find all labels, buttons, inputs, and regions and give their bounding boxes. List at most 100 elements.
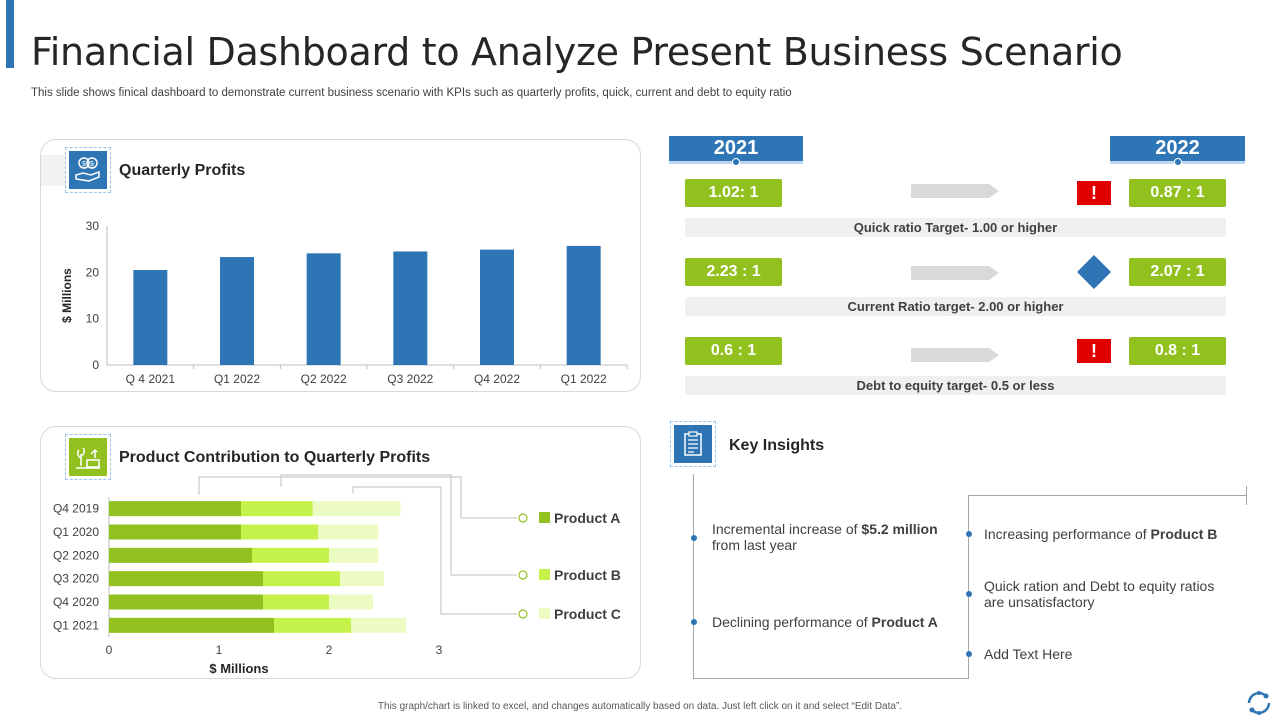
- y-tick-label: Q2 2020: [53, 548, 99, 562]
- year-2021-label: 2021: [713, 137, 759, 159]
- legend-leader-line: [198, 476, 517, 519]
- contribution-bar-segment: [340, 571, 384, 587]
- profit-bar: [566, 245, 601, 365]
- y-tick-label: Q3 2020: [53, 572, 99, 586]
- legend-marker-circle: [518, 609, 528, 619]
- contribution-bar-segment: [263, 594, 329, 610]
- exclamation-icon: !: [1077, 181, 1111, 205]
- legend-marker-circle: [518, 513, 528, 523]
- insight-bullet: [691, 535, 697, 541]
- legend-label: Product B: [554, 567, 621, 583]
- product-contribution-chart: Q4 2019 Q1 2020 Q2 2020 Q3 2020 Q4 2020 Q1 20…: [53, 474, 621, 676]
- contribution-bar-segment: [109, 594, 263, 610]
- year-dot: [732, 158, 740, 166]
- profit-bar: [133, 270, 168, 365]
- contribution-bar-segment: [318, 524, 379, 540]
- quarterly-profits-title: Quarterly Profits: [119, 162, 246, 179]
- current-ratio-2022: 2.07 : 1: [1129, 258, 1226, 286]
- legend-swatch: [539, 512, 550, 523]
- quarterly-profits-panel: $ $ Quarterly Profits 0 10 20 30 $ Millions Q…: [40, 139, 641, 392]
- legend-label: Product A: [554, 510, 620, 526]
- quick-ratio-2022: 0.87 : 1: [1129, 179, 1226, 207]
- page-title: Financial Dashboard to Analyze Present B…: [31, 30, 1123, 74]
- insights-end-tick: [1246, 486, 1247, 505]
- x-tick-label: 3: [436, 643, 443, 657]
- contribution-bar-segment: [252, 547, 329, 563]
- insight-bullet: [691, 619, 697, 625]
- insight-bullet: [966, 651, 972, 657]
- y-axis-label: $ Millions: [60, 268, 74, 323]
- plant-growth-icon: [65, 434, 111, 480]
- insights-top-line: [968, 495, 1246, 496]
- arrow-right-icon: [911, 348, 999, 362]
- quarterly-profits-chart: 0 10 20 30 $ Millions Q 4 2021 Q1 2022 Q2 2022 Q…: [60, 219, 628, 386]
- insight-ratios: Quick ration and Debt to equity ratios a…: [984, 578, 1215, 610]
- y-tick-label: Q4 2020: [53, 595, 99, 609]
- contribution-bar-segment: [241, 501, 313, 517]
- product-contribution-panel: Product Contribution to Quarterly Profit…: [40, 426, 641, 679]
- x-tick-label: Q4 2022: [474, 372, 520, 386]
- x-axis-label: $ Millions: [209, 661, 268, 676]
- legend-swatch: [539, 608, 550, 619]
- y-tick-label: 20: [86, 265, 100, 279]
- x-tick-label: 2: [326, 643, 333, 657]
- page-subtitle: This slide shows finical dashboard to de…: [31, 87, 792, 99]
- contribution-bar-segment: [312, 501, 401, 517]
- contribution-bar-segment: [109, 501, 241, 517]
- year-dot: [1173, 158, 1182, 166]
- legend-swatch: [539, 569, 550, 580]
- arrow-right-icon: [911, 184, 999, 198]
- profit-bar: [393, 251, 428, 365]
- x-tick-label: 0: [106, 643, 113, 657]
- exclamation-icon: !: [1077, 339, 1111, 363]
- contribution-bar-segment: [109, 617, 274, 633]
- y-tick-label: 30: [86, 219, 100, 233]
- year-2022-label: 2022: [1155, 137, 1200, 159]
- product-contribution-title: Product Contribution to Quarterly Profit…: [119, 449, 431, 466]
- insights-bottom-line: [693, 678, 969, 679]
- contribution-bar-segment: [274, 617, 351, 633]
- insight-product-a: Declining performance of Product A: [712, 614, 938, 630]
- debt-equity-2021: 0.6 : 1: [685, 337, 782, 365]
- x-tick-label: 1: [216, 643, 223, 657]
- debt-equity-2022: 0.8 : 1: [1129, 337, 1226, 365]
- x-tick-label: Q 4 2021: [126, 372, 176, 386]
- insight-placeholder: Add Text Here: [984, 646, 1073, 662]
- key-insights-title: Key Insights: [729, 437, 825, 454]
- diamond-icon: [1077, 255, 1111, 289]
- legend-leader-line: [280, 474, 517, 576]
- contribution-bar-segment: [329, 594, 373, 610]
- clipboard-icon: [670, 421, 716, 467]
- y-tick-label: Q1 2021: [53, 618, 99, 632]
- contribution-bar-segment: [351, 617, 406, 633]
- refresh-icon[interactable]: [1242, 686, 1276, 720]
- insight-bullet: [966, 591, 972, 597]
- contribution-bar-segment: [263, 571, 340, 587]
- contribution-bar-segment: [109, 524, 241, 540]
- money-hand-icon: $ $: [65, 147, 111, 193]
- x-tick-label: Q2 2022: [301, 372, 347, 386]
- y-tick-label: 0: [92, 358, 99, 372]
- insight-increase: Incremental increase of $5.2 million fro…: [712, 521, 938, 553]
- contribution-bar-segment: [241, 524, 318, 540]
- legend-leader-line: [352, 486, 517, 615]
- insights-left-vline: [693, 474, 694, 678]
- year-tab-2021: 2021: [669, 136, 803, 166]
- current-ratio-2021: 2.23 : 1: [685, 258, 782, 286]
- legend-label: Product C: [554, 606, 621, 622]
- contribution-bar-segment: [109, 571, 263, 587]
- contribution-bar-segment: [109, 547, 252, 563]
- contribution-bar-segment: [329, 547, 379, 563]
- current-ratio-target: Current Ratio target- 2.00 or higher: [685, 297, 1226, 316]
- svg-text:$: $: [82, 161, 86, 168]
- title-accent-bar: [6, 0, 14, 68]
- quick-ratio-2021: 1.02: 1: [685, 179, 782, 207]
- svg-text:$: $: [90, 161, 94, 168]
- quick-ratio-target: Quick ratio Target- 1.00 or higher: [685, 218, 1226, 237]
- x-tick-label: Q3 2022: [387, 372, 433, 386]
- y-tick-label: Q1 2020: [53, 525, 99, 539]
- y-tick-label: Q4 2019: [53, 502, 99, 516]
- profit-bar: [220, 257, 254, 365]
- debt-equity-target: Debt to equity target- 0.5 or less: [685, 376, 1226, 395]
- year-tab-2022: 2022: [1110, 136, 1245, 166]
